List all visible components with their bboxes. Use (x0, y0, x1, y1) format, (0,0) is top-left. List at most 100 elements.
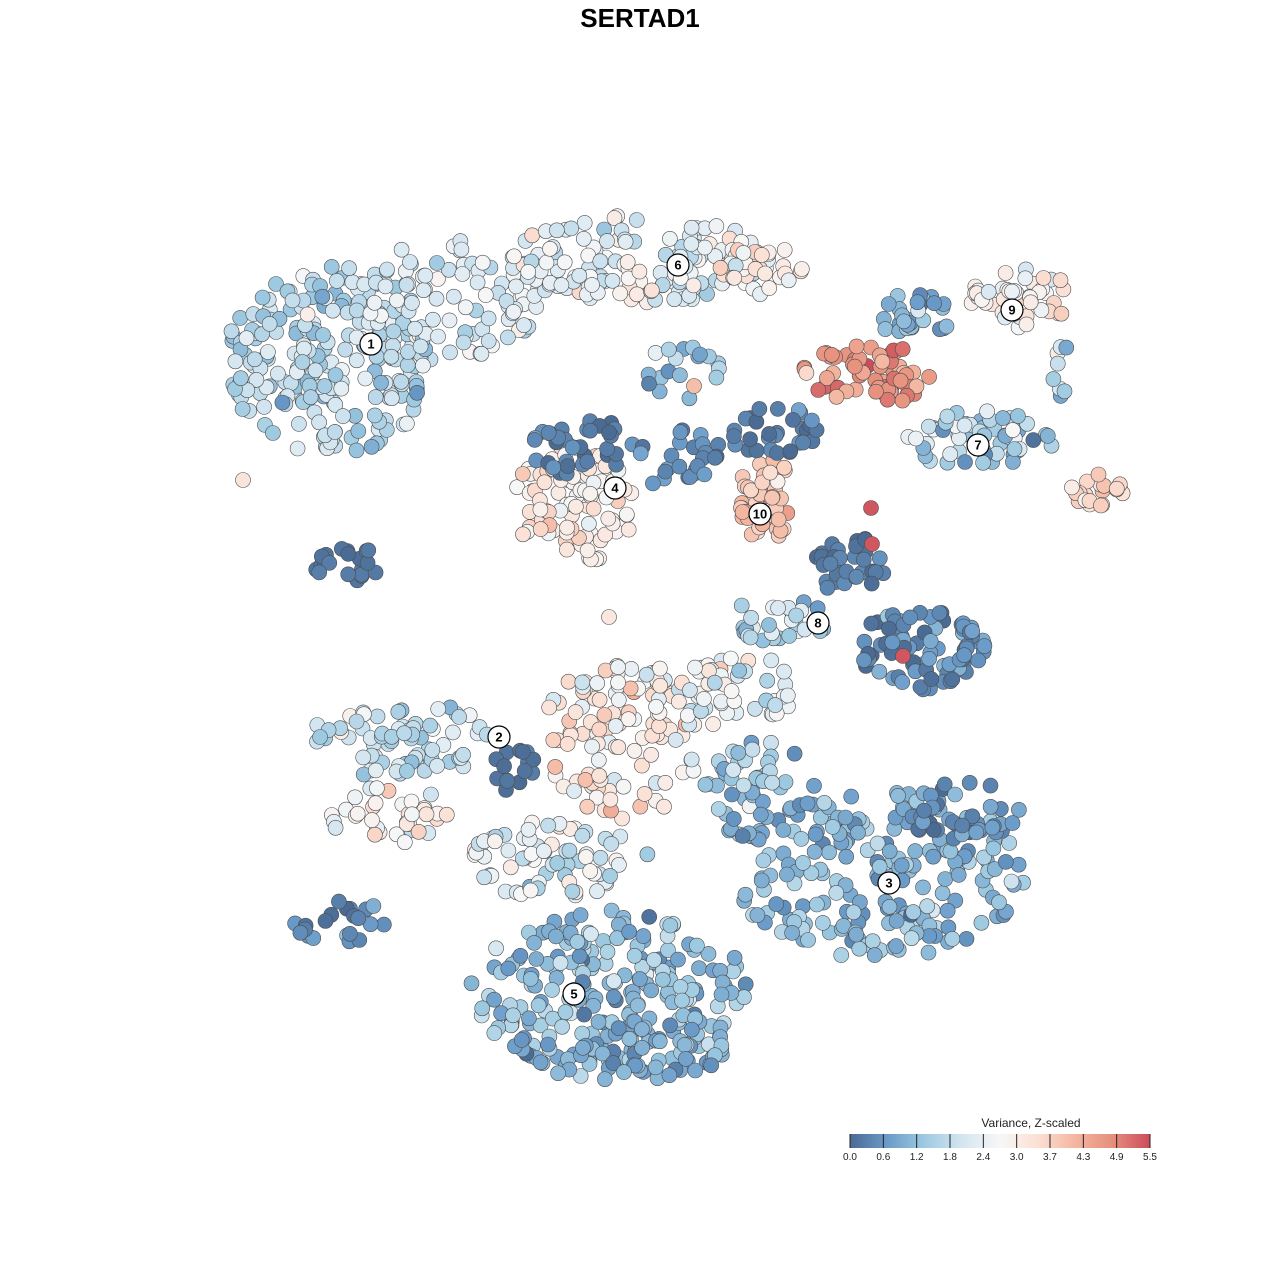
data-point (710, 801, 727, 817)
data-point (604, 272, 621, 289)
data-point (599, 943, 616, 960)
data-point (708, 218, 725, 234)
data-point (939, 408, 956, 425)
data-point (526, 935, 542, 951)
data-point (522, 971, 539, 987)
data-point (296, 340, 312, 357)
data-point (838, 848, 855, 865)
data-point (641, 909, 658, 925)
data-point (779, 866, 795, 883)
data-point (626, 947, 643, 964)
data-point (916, 802, 932, 819)
data-point (1004, 283, 1020, 300)
data-point (676, 1037, 693, 1053)
data-point (713, 986, 730, 1003)
data-point (390, 703, 407, 720)
data-point (516, 317, 532, 334)
data-point (412, 338, 429, 355)
data-point (1011, 801, 1027, 818)
data-point (547, 759, 564, 775)
data-point (453, 241, 470, 258)
data-point (342, 925, 358, 942)
data-point (734, 504, 751, 520)
data-point (500, 960, 517, 977)
data-point (1050, 355, 1066, 372)
data-point (654, 971, 671, 988)
data-point (1090, 466, 1107, 483)
data-point (430, 328, 446, 345)
cluster-label-6: 6 (666, 253, 690, 277)
data-point (582, 485, 599, 502)
data-point (674, 992, 690, 1009)
data-point (556, 254, 573, 271)
data-point (641, 375, 657, 392)
data-point (333, 380, 350, 397)
data-point (524, 227, 541, 244)
data-point (617, 234, 634, 250)
data-point (327, 396, 344, 413)
data-point (683, 1021, 700, 1038)
data-point (646, 952, 662, 968)
cluster-label-text: 4 (611, 481, 619, 496)
data-point (799, 795, 816, 812)
data-point (561, 842, 578, 859)
data-point (769, 401, 786, 417)
data-point (643, 982, 660, 999)
data-point (486, 991, 502, 1008)
data-point (937, 871, 954, 887)
data-point (888, 938, 904, 954)
data-point (667, 732, 684, 748)
data-point (571, 267, 588, 284)
cluster-label-badge (603, 476, 627, 500)
data-point (477, 287, 494, 303)
data-point (367, 826, 383, 843)
data-point (369, 708, 386, 725)
data-point (367, 795, 384, 812)
data-point (769, 445, 785, 461)
data-point (869, 835, 886, 852)
data-point (874, 353, 891, 370)
data-point (1079, 473, 1095, 490)
data-point (705, 716, 721, 732)
data-point (915, 879, 931, 896)
data-point (261, 316, 278, 332)
data-point (1025, 432, 1042, 448)
data-point (575, 231, 592, 247)
data-point (964, 808, 981, 825)
data-point (530, 997, 547, 1014)
data-point (784, 925, 800, 941)
data-point (638, 666, 655, 683)
data-point (610, 692, 627, 708)
data-point (896, 313, 912, 330)
data-point (623, 661, 640, 677)
data-point (348, 713, 365, 730)
data-point (871, 663, 888, 680)
data-point (291, 416, 307, 432)
data-point (807, 826, 824, 843)
data-point (921, 369, 937, 385)
data-point (942, 843, 959, 860)
data-point (892, 372, 909, 389)
data-point (776, 459, 793, 476)
data-point (1004, 815, 1021, 831)
data-point (956, 417, 973, 434)
data-point (761, 617, 777, 633)
data-point (532, 521, 549, 537)
data-point (723, 683, 740, 699)
cluster-label-10: 10 (748, 502, 772, 526)
data-point (871, 550, 888, 567)
data-point (365, 898, 382, 914)
data-point (348, 302, 365, 319)
data-point (809, 896, 825, 913)
data-point (731, 662, 748, 679)
data-point (730, 744, 747, 761)
data-point (575, 1040, 591, 1056)
data-point (307, 362, 324, 379)
data-point (367, 389, 384, 405)
data-point (775, 822, 792, 838)
data-point (532, 1017, 549, 1034)
data-point (311, 414, 327, 431)
legend-tick-label: 3.7 (1043, 1152, 1057, 1163)
data-point (540, 425, 557, 441)
data-point (366, 407, 383, 424)
